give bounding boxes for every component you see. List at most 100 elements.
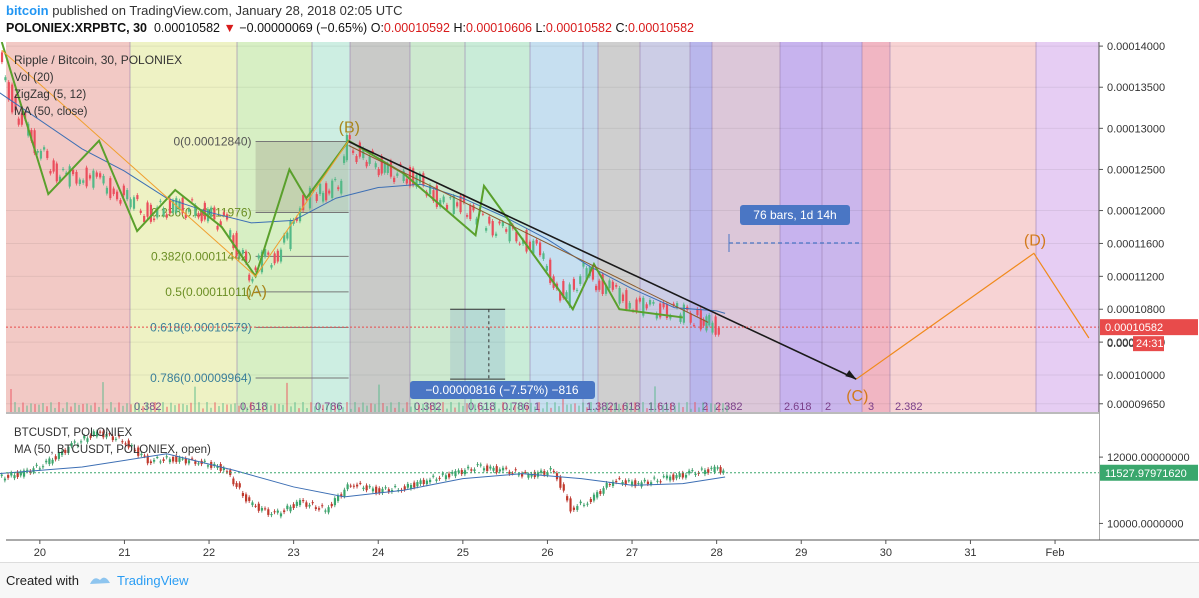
candle-body: [402, 170, 405, 182]
sub-indicator-ma[interactable]: MA (50, BTCUSDT, POLONIEX, open): [14, 444, 211, 456]
candle-body: [469, 205, 472, 220]
sub-candle-body: [121, 441, 124, 443]
candle-body: [429, 185, 432, 195]
sub-candle-body: [549, 468, 552, 470]
publish-text: published on TradingView.com, January 28…: [52, 3, 403, 18]
volume-bar: [118, 402, 120, 412]
sub-candle-body: [251, 502, 254, 506]
sub-candle-body: [444, 475, 448, 480]
volume-bar: [314, 406, 316, 412]
y-tick-label: 0.00012500: [1107, 164, 1165, 176]
volume-bar: [610, 405, 612, 412]
fib-time-label: 2.382: [895, 401, 923, 413]
sub-candle-body: [688, 470, 691, 474]
volume-bar: [366, 405, 368, 412]
sub-candle-body: [586, 503, 589, 505]
sub-candle-body: [286, 505, 289, 510]
indicator-vol[interactable]: Vol (20): [14, 72, 54, 84]
candle-body: [11, 84, 14, 113]
sub-candle-body: [451, 471, 454, 474]
volume-bar: [74, 402, 76, 412]
sub-candle-body: [352, 485, 356, 487]
fib-level-label: 0.382(0.00011442): [151, 249, 252, 263]
volume-bar: [86, 403, 88, 412]
sub-candle-body: [521, 473, 524, 477]
last-price-tag-text: 0.00010582: [1105, 322, 1163, 334]
volume-bar: [370, 403, 372, 412]
x-tick-label: 21: [118, 547, 130, 559]
sub-candle-body: [76, 444, 80, 447]
candle-body: [585, 268, 588, 280]
candle-body: [575, 289, 579, 291]
trendline-arrowhead: [845, 370, 857, 380]
sub-candle-body: [48, 458, 51, 465]
fib-level-label: 0.618(0.00010579): [150, 320, 251, 334]
volume-bar: [238, 405, 240, 412]
candle-body: [472, 205, 475, 211]
volume-bar: [426, 403, 428, 412]
sub-candle-body: [137, 447, 140, 456]
volume-bar: [530, 402, 532, 412]
sub-candle-body: [343, 489, 346, 497]
sub-candle-body: [719, 467, 722, 473]
volume-bar: [482, 405, 484, 412]
sub-candle-body: [108, 433, 111, 435]
sub-last-tag-text: 11527.97971620: [1105, 468, 1187, 480]
sub-candle-body: [260, 507, 264, 511]
price-chart[interactable]: 0.382 0.618 0.786 0.382 0.618 0.786 1 1.382 1.61…: [0, 42, 1199, 562]
sub-candle-body: [362, 487, 365, 490]
candle-body: [488, 216, 491, 224]
sub-candle-body: [225, 471, 229, 473]
indicator-zigzag[interactable]: ZigZag (5, 12): [14, 89, 86, 101]
candle-body: [178, 200, 181, 211]
candle-body: [635, 299, 638, 312]
candle-body: [55, 163, 58, 182]
candle-body: [181, 197, 184, 214]
volume-bar: [490, 407, 492, 412]
volume-bar: [538, 402, 540, 412]
time-axis[interactable]: 20 21 22 23 24 25 26 27 28 29 30 31 Feb: [6, 539, 1199, 559]
volume-bar: [82, 403, 84, 412]
wave-label: (B): [339, 120, 360, 137]
sub-candle-body: [630, 481, 634, 486]
sub-candle-body: [605, 482, 608, 488]
sub-candle-body: [669, 476, 672, 481]
sub-candle-body: [562, 484, 565, 491]
candle-body: [358, 142, 361, 157]
volume-bar: [190, 402, 192, 412]
y-tick-label: 0.00010800: [1107, 304, 1165, 316]
volume-bar: [466, 403, 468, 412]
candle-body: [20, 113, 24, 125]
price-axis[interactable]: 0.00014000 0.00013500 0.00013000 0.00012500…: [1098, 42, 1199, 540]
volume-bar: [694, 402, 696, 412]
volume-bar: [246, 407, 248, 412]
sub-candle-body: [336, 495, 340, 501]
fib-time-label: 2: [825, 401, 831, 413]
sub-candle-body: [327, 507, 330, 513]
author-link[interactable]: bitcoin: [6, 3, 49, 18]
candle-body: [219, 221, 222, 226]
volume-bar: [622, 404, 624, 412]
candle-body: [386, 163, 389, 173]
sub-candle-body: [700, 468, 703, 470]
volume-bar: [254, 408, 256, 412]
sub-candle-body: [35, 464, 38, 466]
time-zone-band: [312, 42, 350, 412]
volume-bar: [678, 402, 680, 412]
sub-candle-body: [656, 480, 659, 482]
sub-candle-body: [254, 505, 257, 507]
sub-candle-body: [197, 463, 200, 465]
indicator-ma[interactable]: MA (50, close): [14, 106, 88, 118]
volume-bar: [550, 407, 552, 412]
candle-body: [112, 188, 115, 195]
candle-body: [579, 276, 582, 284]
tradingview-link[interactable]: TradingView: [117, 573, 189, 588]
sub-candle-body: [289, 506, 292, 512]
volume-bar: [390, 402, 392, 412]
candle-body: [498, 221, 501, 224]
volume-bar: [222, 403, 224, 412]
sub-candle-body: [257, 503, 260, 511]
volume-bar: [110, 402, 112, 412]
sub-candle-body: [387, 489, 390, 492]
fib-time-label: 2: [702, 401, 708, 413]
